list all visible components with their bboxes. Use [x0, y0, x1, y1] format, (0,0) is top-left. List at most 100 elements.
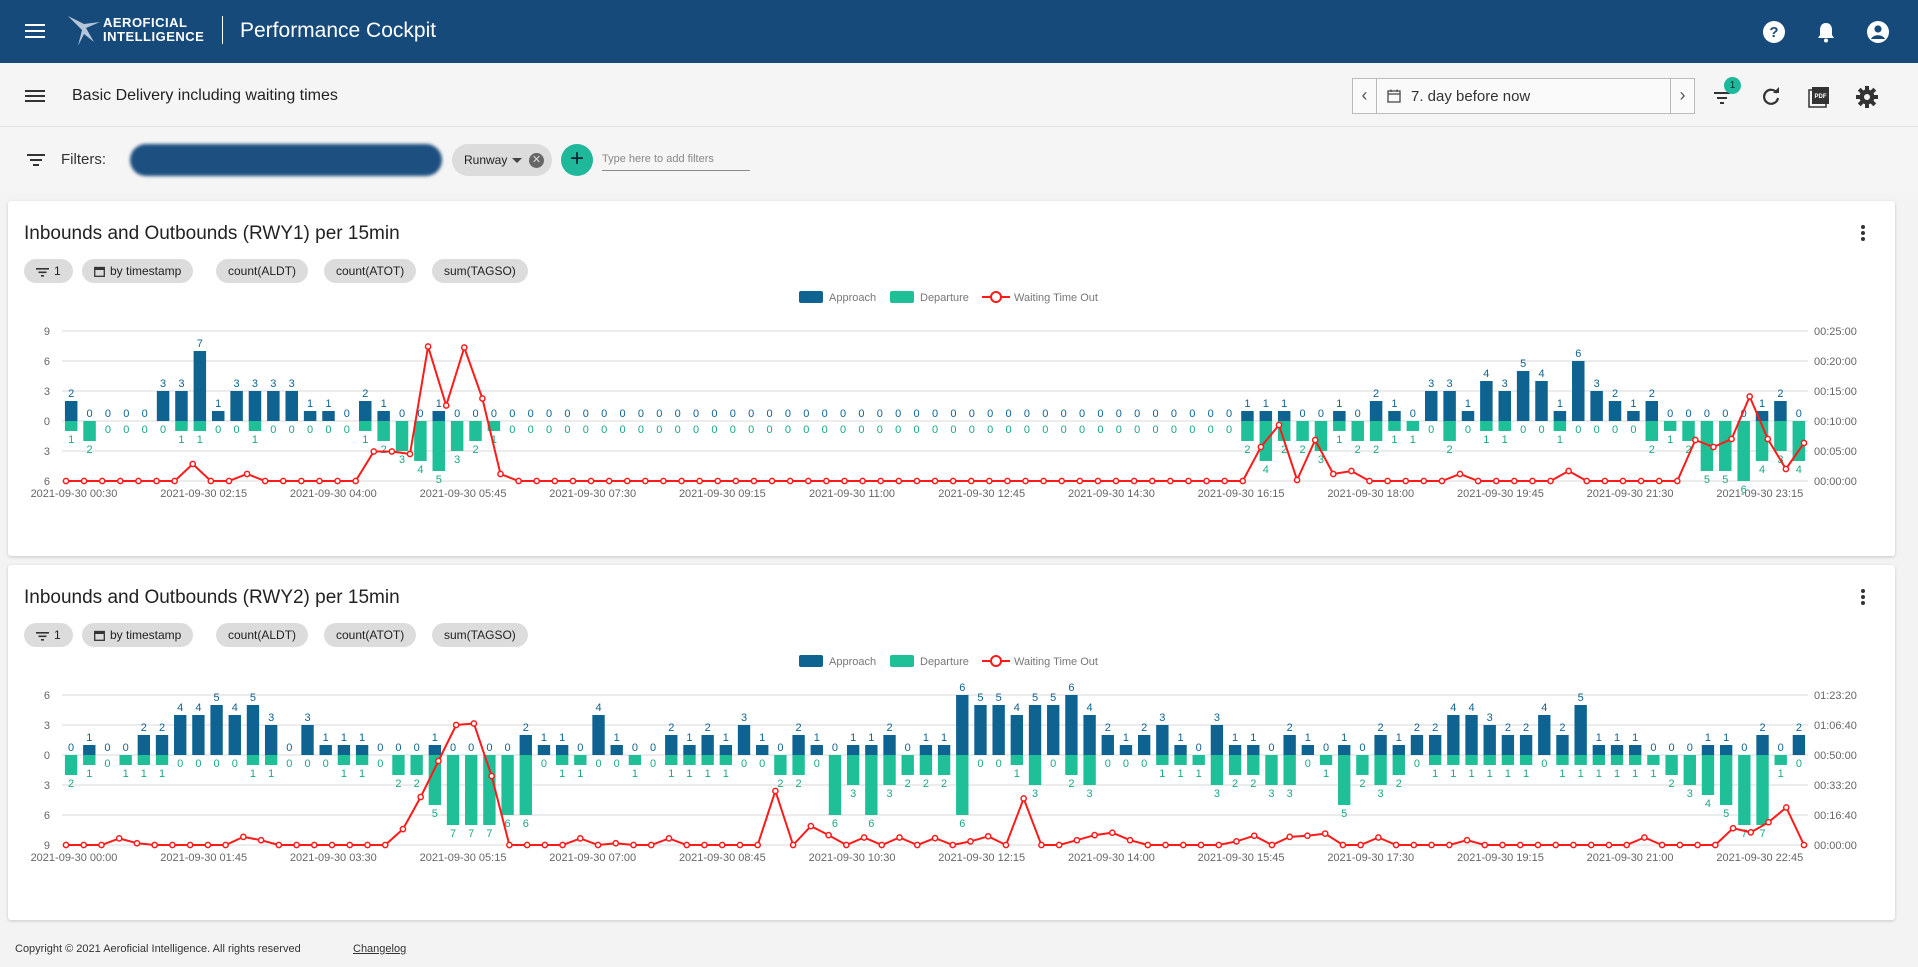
- add-filter-button[interactable]: +: [561, 144, 593, 176]
- approach-value-label: 0: [286, 742, 292, 754]
- y-right-tick: 00:05:00: [1814, 446, 1857, 458]
- approach-value-label: 0: [1669, 742, 1675, 754]
- waiting-marker: [1126, 836, 1134, 844]
- waiting-marker: [1130, 477, 1138, 485]
- more-options-icon[interactable]: [1861, 589, 1865, 607]
- tag-timestamp[interactable]: by timestamp: [82, 259, 194, 283]
- departure-bar: [1610, 755, 1624, 765]
- y-right-tick: 00:15:00: [1814, 386, 1857, 398]
- departure-bar: [1737, 421, 1750, 481]
- departure-bar: [1156, 755, 1169, 765]
- combo-chart-rwy2: Approach Departure Waiting Time Out 6 3 0 3 6 9 0…: [31, 655, 1857, 864]
- next-range-button[interactable]: ›: [1670, 79, 1694, 113]
- departure-value-label: 0: [1042, 424, 1048, 436]
- waiting-marker: [559, 841, 566, 849]
- filter-list-icon[interactable]: [1711, 85, 1735, 109]
- approach-bar: [137, 735, 151, 755]
- departure-value-label: 0: [877, 424, 883, 436]
- pdf-export-icon[interactable]: PDF: [1807, 85, 1831, 109]
- approach-value-label: 1: [307, 398, 313, 410]
- tag-filter-count[interactable]: 1: [24, 259, 73, 283]
- waiting-marker: [1022, 477, 1029, 485]
- departure-value-label: 1: [1667, 434, 1673, 446]
- tag-aldt[interactable]: count(ALDT): [216, 623, 309, 647]
- departure-bar: [719, 755, 733, 765]
- y-left-tick: 9: [44, 840, 50, 852]
- departure-value-label: 0: [840, 424, 846, 436]
- approach-value-label: 1: [1596, 732, 1602, 744]
- approach-bar: [1241, 411, 1254, 421]
- departure-value-label: 0: [1134, 424, 1140, 436]
- tag-tagso[interactable]: sum(TAGSO): [432, 259, 528, 283]
- departure-value-label: 0: [1305, 758, 1311, 770]
- approach-value-label: 6: [1575, 348, 1581, 360]
- notifications-icon[interactable]: [1814, 20, 1838, 44]
- approach-value-label: 1: [436, 398, 442, 410]
- departure-value-label: 0: [1105, 758, 1111, 770]
- approach-value-label: 0: [1024, 408, 1030, 420]
- previous-range-button[interactable]: ‹: [1353, 79, 1377, 113]
- approach-bar: [1447, 715, 1460, 755]
- departure-value-label: 1: [705, 768, 711, 780]
- tag-timestamp[interactable]: by timestamp: [82, 623, 194, 647]
- changelog-link[interactable]: Changelog: [353, 943, 407, 955]
- approach-bar: [1572, 361, 1585, 421]
- waiting-marker: [541, 841, 549, 849]
- approach-bar: [1590, 391, 1603, 421]
- departure-value-label: 2: [395, 778, 401, 790]
- chevron-down-icon[interactable]: [512, 158, 522, 163]
- waiting-marker: [1547, 477, 1554, 485]
- waiting-marker: [1329, 470, 1337, 478]
- departure-value-label: 1: [123, 768, 129, 780]
- departure-value-label: 4: [1796, 464, 1802, 476]
- waiting-marker: [754, 841, 762, 849]
- refresh-icon[interactable]: [1759, 85, 1783, 109]
- dashboard-menu-button[interactable]: [25, 87, 47, 105]
- airport-filter-chip[interactable]: [130, 144, 442, 176]
- help-icon[interactable]: ?: [1762, 20, 1786, 44]
- waiting-marker: [1637, 477, 1645, 485]
- approach-value-label: 2: [1105, 722, 1111, 734]
- waiting-marker: [135, 477, 142, 485]
- tag-tagso[interactable]: sum(TAGSO): [432, 623, 528, 647]
- departure-value-label: 1: [1391, 434, 1397, 446]
- departure-bar: [264, 755, 278, 765]
- waiting-marker: [1357, 841, 1364, 849]
- waiting-marker: [1474, 477, 1482, 485]
- waiting-marker: [878, 841, 886, 849]
- main-menu-button[interactable]: [22, 20, 48, 44]
- departure-bar: [574, 755, 587, 765]
- tag-filter-count[interactable]: 1: [24, 623, 73, 647]
- departure-value-label: 1: [1196, 768, 1202, 780]
- waiting-marker: [460, 344, 468, 351]
- waiting-marker: [497, 470, 504, 478]
- filter-search-input[interactable]: [602, 147, 750, 171]
- tag-atot[interactable]: count(ATOT): [324, 259, 417, 283]
- waiting-marker: [1570, 841, 1577, 849]
- waiting-marker: [786, 477, 794, 485]
- more-options-icon[interactable]: [1861, 225, 1865, 243]
- departure-value-label: 5: [1722, 474, 1728, 486]
- settings-gear-icon[interactable]: [1855, 85, 1879, 109]
- approach-bar: [1283, 735, 1296, 755]
- approach-bar: [1338, 745, 1351, 755]
- approach-value-label: 1: [1396, 732, 1402, 744]
- date-range-picker[interactable]: ‹ 7. day before now ›: [1352, 78, 1695, 114]
- remove-chip-icon[interactable]: ✕: [529, 153, 544, 168]
- departure-bar: [175, 421, 188, 431]
- departure-value-label: 3: [1378, 788, 1384, 800]
- departure-bar: [487, 421, 501, 431]
- account-icon[interactable]: [1866, 20, 1890, 44]
- departure-value-label: 0: [304, 758, 310, 770]
- approach-bar: [432, 411, 446, 421]
- approach-value-label: 1: [686, 732, 692, 744]
- waiting-marker: [225, 477, 233, 485]
- approach-value-label: 1: [1341, 732, 1347, 744]
- runway-filter-chip[interactable]: Runway ✕: [452, 144, 552, 176]
- tag-atot[interactable]: count(ATOT): [324, 623, 417, 647]
- waiting-marker: [62, 841, 70, 849]
- departure-bar: [1465, 755, 1478, 765]
- tag-aldt[interactable]: count(ALDT): [216, 259, 309, 283]
- departure-value-label: 1: [1483, 434, 1489, 446]
- departure-bar: [248, 421, 262, 431]
